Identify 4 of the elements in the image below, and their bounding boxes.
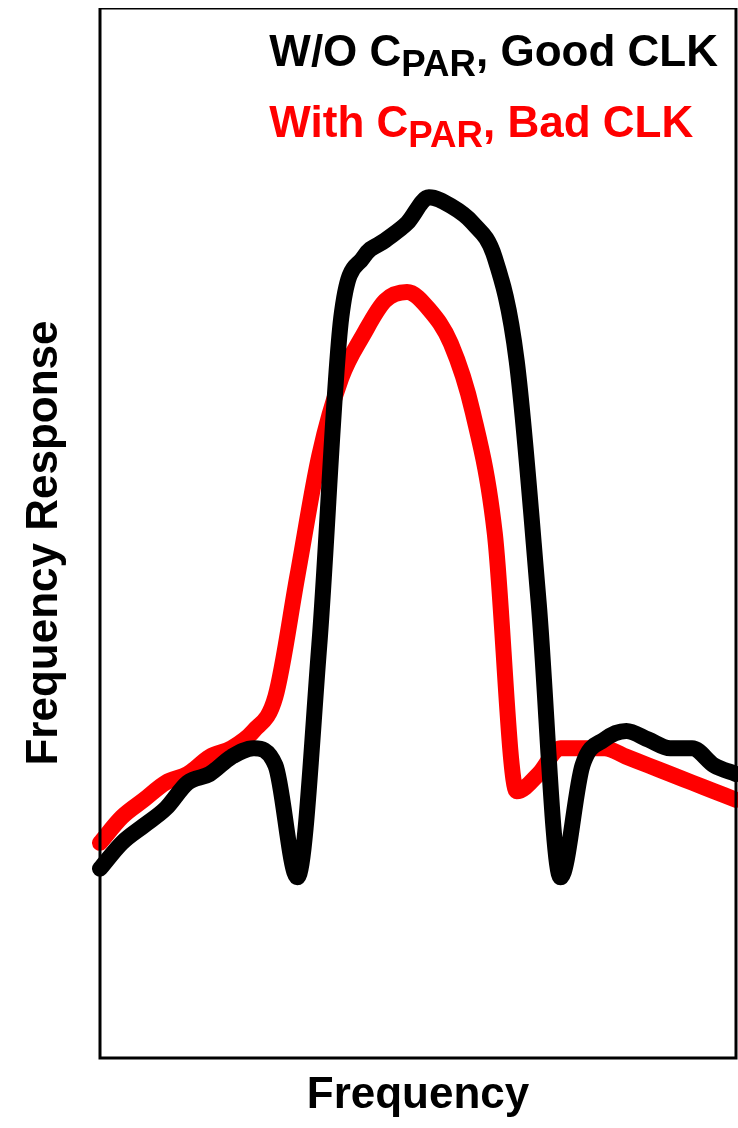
text: W/O C$_{PAR}$, Good CLK	[269, 25, 718, 86]
y-axis-title: Frequency Response	[17, 320, 67, 766]
x-axis-title: Frequency	[306, 1068, 530, 1118]
text: With C$_{PAR}$, Bad CLK	[269, 95, 695, 157]
